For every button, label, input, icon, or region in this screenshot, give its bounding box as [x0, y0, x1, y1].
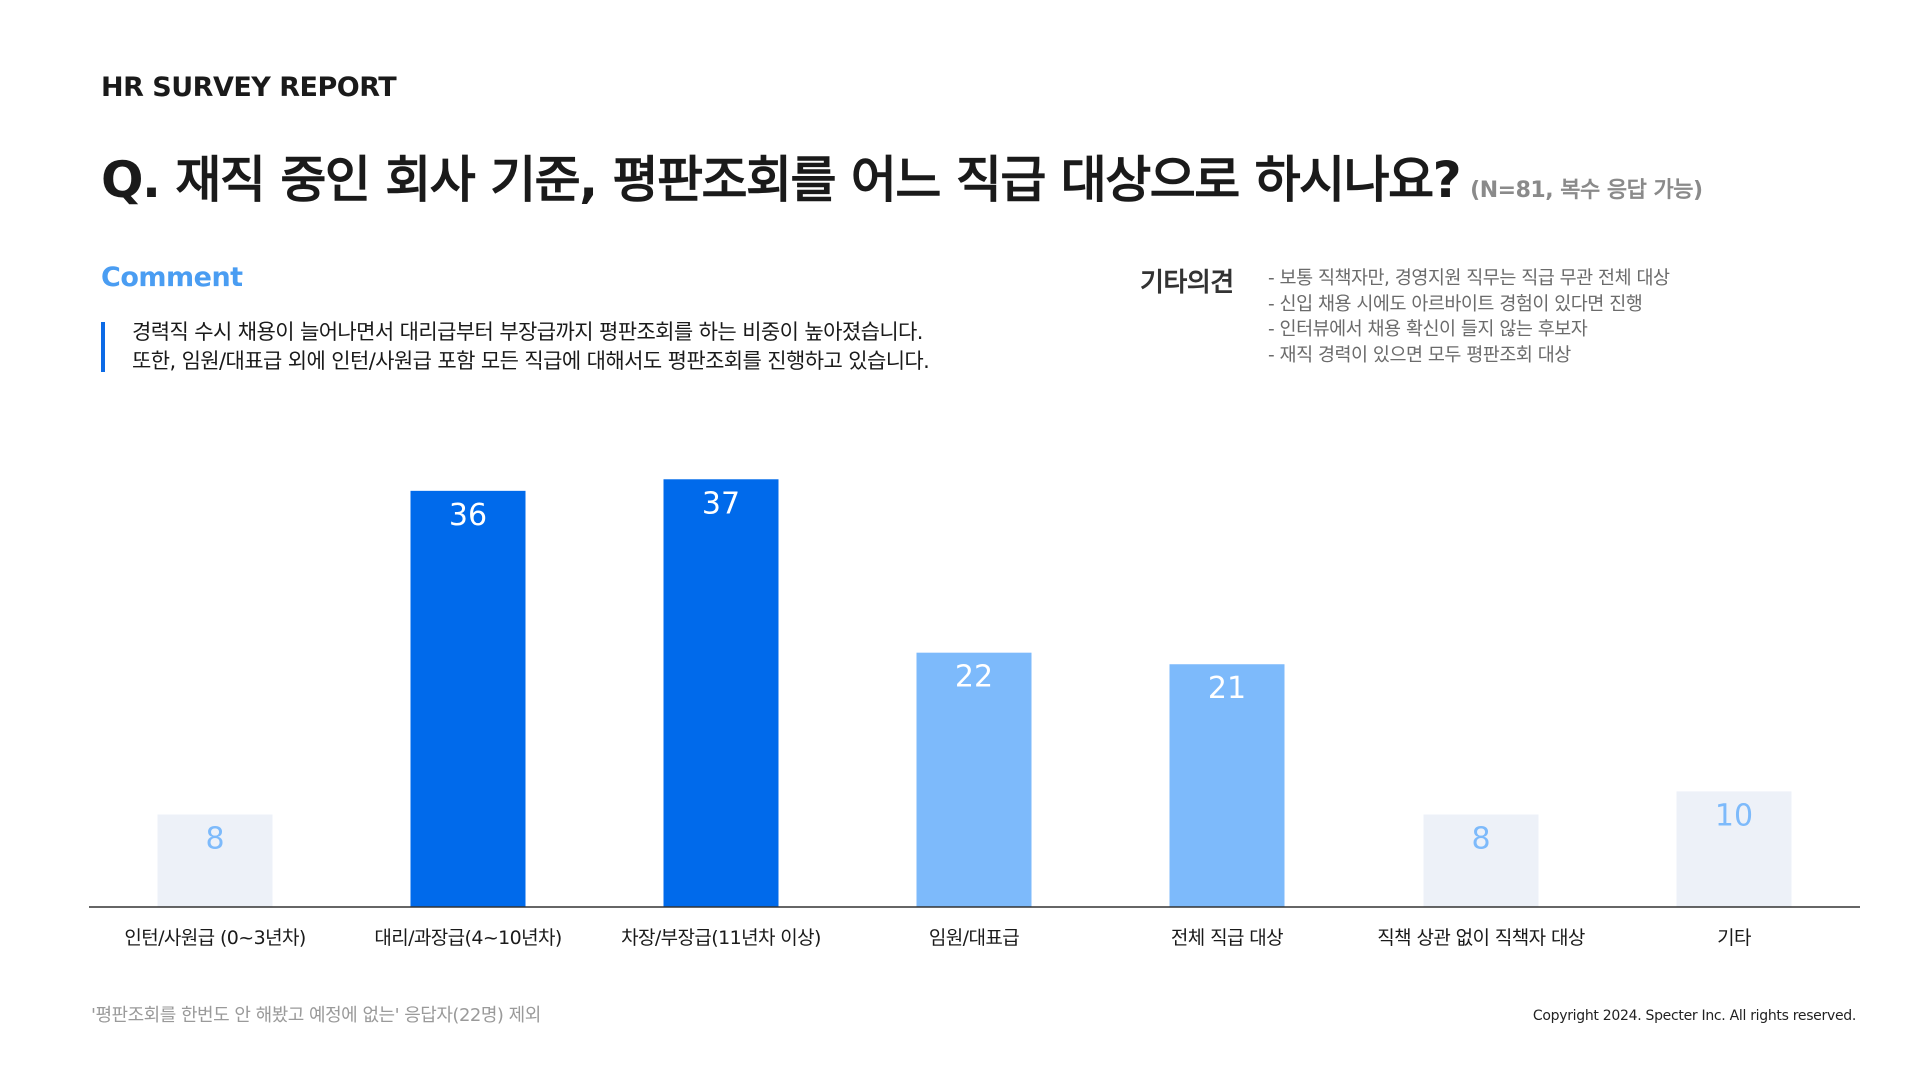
- comment-heading: Comment: [101, 262, 243, 293]
- category-label: 인턴/사원급 (0~3년차): [124, 927, 305, 949]
- data-label: 22: [955, 660, 993, 695]
- other-opinions-list: - 보통 직책자만, 경영지원 직무는 직급 무관 전체 대상 - 신입 채용 …: [1268, 266, 1670, 368]
- bar: [916, 652, 1032, 907]
- page-title: Q. 재직 중인 회사 기준, 평판조회를 어느 직급 대상으로 하시나요? (N…: [101, 140, 1703, 212]
- category-label: 대리/과장급(4~10년차): [374, 927, 561, 949]
- data-label: 8: [1471, 822, 1490, 857]
- category-label: 차장/부장급(11년차 이상): [621, 927, 821, 949]
- bar: [410, 490, 526, 907]
- bar: [1423, 814, 1539, 907]
- category-label: 직책 상관 없이 직책자 대상: [1377, 927, 1585, 949]
- comment-line: 또한, 임원/대표급 외에 인턴/사원급 포함 모든 직급에 대해서도 평판조회…: [132, 349, 930, 373]
- data-label: 10: [1715, 798, 1753, 833]
- question-text: Q. 재직 중인 회사 기준, 평판조회를 어느 직급 대상으로 하시나요?: [101, 151, 1462, 209]
- bar: [1676, 791, 1792, 907]
- data-label: 21: [1208, 671, 1246, 706]
- comment-line: 경력직 수시 채용이 늘어나면서 대리급부터 부장급까지 평판조회를 하는 비중…: [132, 320, 923, 344]
- sample-note: (N=81, 복수 응답 가능): [1470, 178, 1703, 203]
- other-opinion-item: - 보통 직책자만, 경영지원 직무는 직급 무관 전체 대상: [1268, 268, 1670, 289]
- footnote: '평판조회를 한번도 안 해봤고 예정에 없는' 응답자(22명) 제외: [91, 1005, 541, 1026]
- other-opinions-heading: 기타의견: [1140, 268, 1234, 298]
- bar: [663, 479, 779, 907]
- other-opinion-item: - 재직 경력이 있으면 모두 평판조회 대상: [1268, 344, 1571, 366]
- data-label: 8: [205, 822, 224, 857]
- bar: [1169, 664, 1285, 907]
- category-label: 전체 직급 대상: [1171, 927, 1283, 949]
- category-label: 임원/대표급: [929, 927, 1019, 949]
- other-opinion-item: - 인터뷰에서 채용 확신이 들지 않는 후보자: [1268, 319, 1588, 340]
- copyright: Copyright 2024. Specter Inc. All rights …: [1532, 1008, 1856, 1024]
- other-opinion-item: - 신입 채용 시에도 아르바이트 경험이 있다면 진행: [1268, 293, 1643, 315]
- comment-text: 경력직 수시 채용이 늘어나면서 대리급부터 부장급까지 평판조회를 하는 비중…: [132, 318, 930, 376]
- data-label: 36: [449, 498, 487, 533]
- comment-accent-bar: [101, 322, 105, 372]
- category-label: 기타: [1717, 927, 1751, 949]
- data-label: 37: [702, 486, 740, 521]
- bar: [157, 814, 273, 907]
- report-label: HR SURVEY REPORT: [101, 72, 397, 103]
